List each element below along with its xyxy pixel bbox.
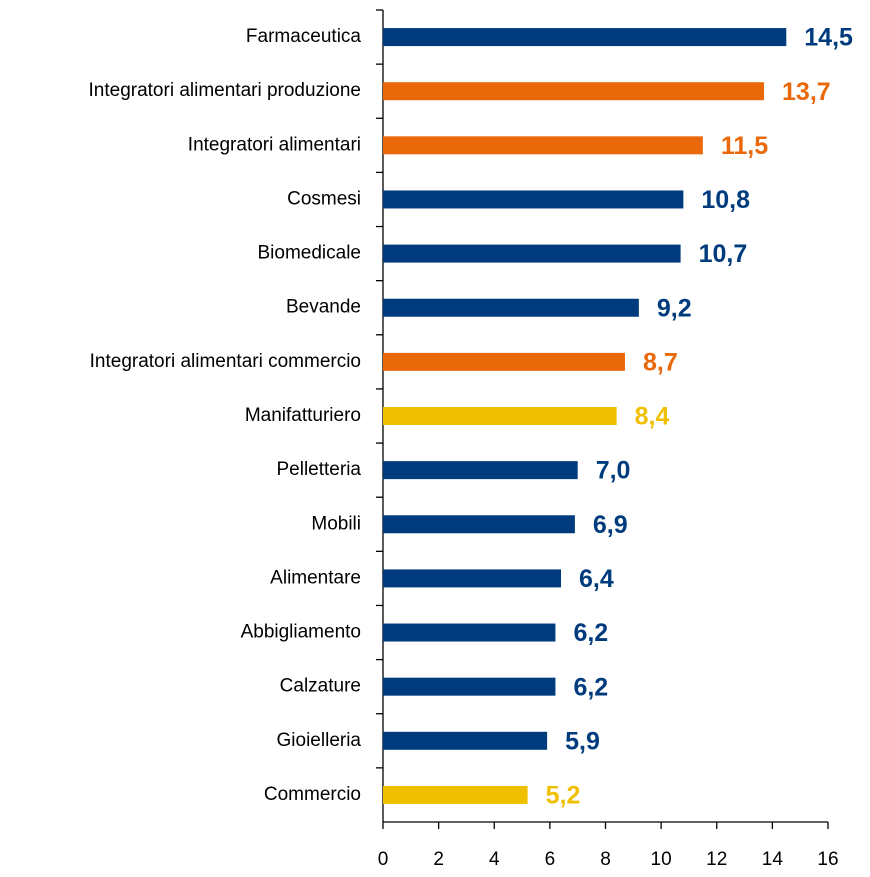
y-tick-label: Biomedicale: [258, 243, 362, 264]
y-tick-label: Pelletteria: [277, 459, 362, 480]
y-tick-label: Bevande: [286, 297, 361, 318]
x-tick-label: 6: [545, 849, 556, 870]
y-tick-label: Integratori alimentari commercio: [90, 351, 361, 372]
y-tick-label: Mobili: [311, 513, 361, 534]
value-label: 6,9: [593, 511, 628, 539]
x-tick-label: 16: [817, 849, 838, 870]
bar: [383, 244, 681, 263]
y-tick-label: Cosmesi: [287, 188, 361, 209]
y-tick-label: Manifatturiero: [245, 405, 361, 426]
value-label: 6,2: [573, 673, 608, 701]
bar: [383, 785, 528, 804]
bar: [383, 298, 639, 317]
bar: [383, 82, 765, 101]
value-label: 13,7: [782, 78, 831, 106]
y-tick-label: Farmaceutica: [246, 26, 362, 47]
y-tick-label: Alimentare: [270, 567, 361, 588]
y-tick-label: Commercio: [264, 784, 361, 805]
x-tick-label: 4: [489, 849, 500, 870]
bar: [383, 731, 548, 750]
value-label: 14,5: [804, 24, 853, 52]
bar: [383, 623, 556, 642]
bar: [383, 515, 575, 534]
value-label: 8,7: [643, 348, 678, 376]
bar: [383, 136, 703, 155]
x-tick-label: 14: [762, 849, 784, 870]
value-label: 6,4: [579, 565, 614, 593]
bar: [383, 461, 578, 480]
y-tick-label: Integratori alimentari produzione: [89, 80, 362, 101]
x-tick-label: 8: [600, 849, 611, 870]
value-label: 5,2: [546, 782, 581, 810]
value-label: 8,4: [635, 403, 670, 431]
x-tick-label: 2: [433, 849, 444, 870]
value-label: 5,9: [565, 727, 600, 755]
value-label: 7,0: [596, 457, 631, 485]
value-label: 10,7: [699, 240, 748, 268]
value-label: 9,2: [657, 294, 692, 322]
value-label: 10,8: [701, 186, 750, 214]
bar: [383, 407, 617, 425]
bar: [383, 352, 625, 371]
y-tick-label: Abbigliamento: [241, 622, 361, 643]
x-tick-label: 12: [706, 849, 727, 870]
y-tick-label: Integratori alimentari: [188, 134, 361, 155]
y-tick-label: Gioielleria: [277, 730, 362, 751]
x-tick-label: 10: [651, 849, 672, 870]
bar: [383, 677, 556, 696]
value-label: 6,2: [573, 619, 608, 647]
bar: [383, 28, 787, 47]
x-tick-label: 0: [378, 849, 389, 870]
bar: [383, 569, 561, 588]
bar: [383, 190, 684, 209]
value-label: 11,5: [721, 132, 768, 160]
y-tick-label: Calzature: [280, 676, 361, 697]
